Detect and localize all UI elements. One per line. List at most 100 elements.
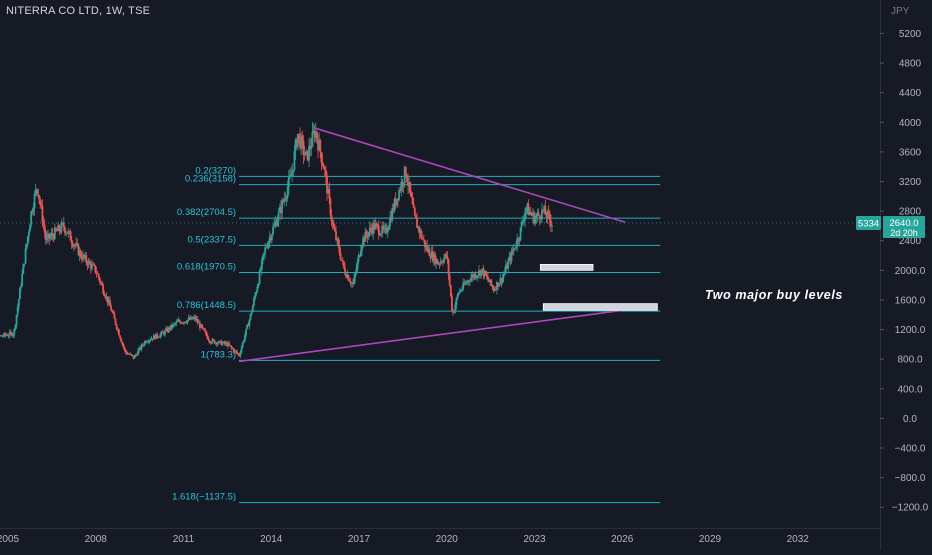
candle-body (404, 166, 407, 176)
candle-body (362, 237, 364, 245)
candle-body (550, 220, 552, 226)
candle-body (32, 208, 35, 213)
candle-body (535, 215, 538, 219)
candle-body (64, 227, 66, 233)
candle-body (304, 151, 307, 156)
candle-body (219, 340, 222, 342)
candle-body (460, 290, 462, 292)
candle-body (482, 268, 485, 277)
candle-body (305, 150, 308, 152)
candle-body (58, 225, 61, 231)
candle-body (194, 316, 197, 320)
right-price-tag (883, 215, 925, 238)
candle-body (230, 346, 233, 348)
candle-body (12, 334, 15, 337)
candle-body (176, 321, 179, 323)
candle-body (214, 342, 217, 344)
y-tick-label: 5200 (899, 29, 922, 40)
annotation-text: Two major buy levels (705, 288, 843, 302)
candle-body (157, 337, 160, 338)
candle-body (347, 275, 350, 281)
candle-body (6, 335, 9, 337)
candle-body (233, 350, 236, 352)
candle-body (41, 205, 44, 223)
candle-body (83, 254, 85, 258)
candle-body (494, 288, 497, 290)
y-tick-label: 4400 (899, 88, 922, 99)
candle-body (452, 310, 454, 313)
candle-body (290, 175, 292, 177)
candle-body (328, 189, 331, 199)
candle-body (164, 330, 166, 335)
y-tick-label: 1200.0 (895, 325, 926, 336)
candle-body (132, 355, 135, 359)
candle-body (13, 328, 16, 335)
candle-body (428, 248, 431, 256)
candle-body (134, 354, 137, 356)
candle-body (75, 243, 78, 246)
candle-body (152, 335, 155, 340)
candle-body (332, 224, 335, 229)
candle-body (231, 347, 234, 349)
candle-body (155, 333, 157, 340)
fib-level-label: 0.236(3158) (185, 174, 236, 185)
candle-body (62, 222, 65, 228)
candle-body (125, 352, 128, 355)
candle-body (395, 198, 398, 206)
candle-body (121, 341, 124, 344)
candle-body (523, 219, 525, 222)
candle-body (60, 222, 63, 232)
candle-body (325, 170, 327, 176)
candle-body (70, 240, 73, 244)
candle-body (114, 318, 117, 325)
candle-body (397, 198, 399, 200)
candle-body (382, 225, 385, 230)
candle-body (301, 136, 304, 141)
candle-body (335, 231, 337, 240)
candle-body (15, 314, 18, 326)
candle-body (424, 240, 426, 248)
candle-body (247, 324, 250, 327)
candle-body (122, 343, 125, 348)
candle-body (544, 206, 547, 215)
candle-body (185, 322, 188, 324)
candle-body (510, 250, 513, 261)
candle-body (129, 354, 132, 355)
candle-body (262, 255, 264, 261)
fib-level-label: 0.786(1448.5) (177, 300, 236, 311)
candle-body (401, 181, 404, 186)
candle-body (246, 324, 249, 329)
candle-body (446, 256, 449, 260)
candle-body (511, 250, 514, 252)
candle-body (454, 305, 457, 312)
candle-body (156, 333, 159, 338)
candle-body (2, 336, 4, 337)
candle-body (415, 215, 417, 219)
candle-body (173, 323, 175, 325)
candle-body (38, 195, 40, 200)
candle-body (435, 259, 438, 264)
candle-body (116, 328, 119, 330)
candle-body (147, 341, 150, 343)
candle-body (493, 288, 496, 291)
candle-body (66, 232, 69, 234)
candle-body (374, 223, 377, 230)
candle-body (436, 259, 439, 264)
candle-body (238, 354, 241, 356)
candle-body (236, 351, 238, 354)
candle-body (201, 324, 204, 328)
candle-body (390, 217, 393, 221)
candle-body (289, 175, 291, 178)
candle-body (448, 274, 451, 286)
candle-body (314, 131, 317, 138)
candle-body (167, 327, 170, 332)
candle-body (364, 231, 367, 242)
candle-body (530, 213, 533, 216)
candle-body (442, 262, 444, 264)
candle-body (61, 222, 64, 224)
candle-body (519, 227, 522, 240)
candle-body (525, 208, 528, 213)
candle-body (5, 335, 8, 337)
